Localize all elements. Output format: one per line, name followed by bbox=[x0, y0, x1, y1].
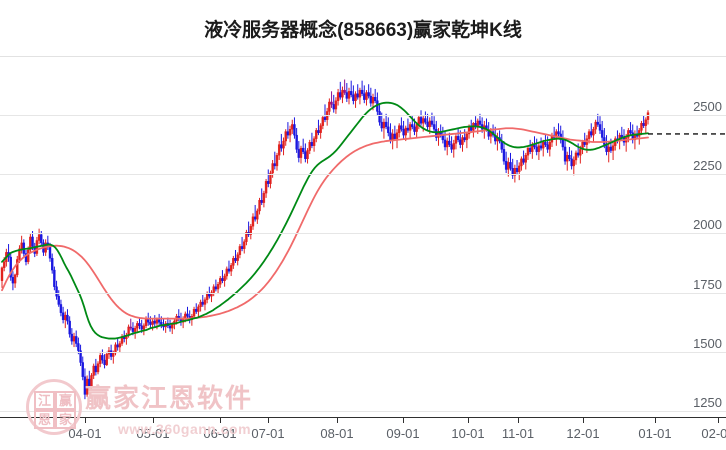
gridline-1750 bbox=[0, 292, 726, 294]
x-axis-label-09-01: 09-01 bbox=[386, 426, 420, 441]
y-axis-label-2000: 2000 bbox=[693, 217, 722, 233]
x-axis-label-12-01: 12-01 bbox=[566, 426, 600, 441]
plot-area bbox=[0, 56, 726, 417]
page-title: 液冷服务器概念(858663)赢家乾坤K线 bbox=[204, 19, 522, 41]
x-tick-08-01 bbox=[337, 417, 338, 423]
x-axis-label-05-01: 05-01 bbox=[136, 426, 170, 441]
candlestick-canvas bbox=[0, 79, 726, 400]
y-axis-label-2250: 2250 bbox=[693, 158, 722, 174]
x-axis-label-02-01: 02-01 bbox=[701, 426, 726, 441]
x-axis-label-11-01: 11-01 bbox=[501, 426, 535, 441]
y-axis-label-1750: 1750 bbox=[693, 276, 722, 292]
y-axis-label-2500: 2500 bbox=[693, 99, 722, 114]
chart-title-bar: 液冷服务器概念(858663)赢家乾坤K线 bbox=[0, 0, 726, 56]
x-tick-04-01 bbox=[85, 417, 86, 423]
x-tick-11-01 bbox=[518, 417, 519, 423]
title-divider bbox=[0, 56, 726, 57]
x-axis-label-06-01: 06-01 bbox=[203, 426, 237, 441]
x-tick-10-01 bbox=[468, 417, 469, 423]
ma-short-line bbox=[1, 101, 649, 340]
x-axis-label-08-01: 08-01 bbox=[320, 426, 354, 441]
x-tick-05-01 bbox=[153, 417, 154, 423]
x-tick-06-01 bbox=[220, 417, 221, 423]
x-tick-12-01 bbox=[583, 417, 584, 423]
gridline-1500 bbox=[0, 351, 726, 353]
x-tick-01-01 bbox=[655, 417, 656, 423]
x-tick-02-01 bbox=[718, 417, 719, 423]
y-axis-label-1250: 1250 bbox=[693, 395, 722, 410]
x-axis-label-07-01: 07-01 bbox=[251, 426, 285, 441]
ma-long-line bbox=[1, 127, 649, 320]
gridline-2500 bbox=[0, 115, 726, 116]
x-tick-09-01 bbox=[403, 417, 404, 423]
candle-group bbox=[0, 79, 650, 400]
x-axis-label-04-01: 04-01 bbox=[68, 426, 102, 441]
x-axis-label-10-01: 10-01 bbox=[451, 426, 485, 441]
gridline-1250 bbox=[0, 411, 726, 412]
x-tick-07-01 bbox=[268, 417, 269, 423]
gridline-2000 bbox=[0, 233, 726, 235]
y-axis-label-1500: 1500 bbox=[693, 335, 722, 351]
gridline-2250 bbox=[0, 174, 726, 176]
x-axis-label-01-01: 01-01 bbox=[638, 426, 672, 441]
x-axis-line bbox=[0, 417, 726, 418]
